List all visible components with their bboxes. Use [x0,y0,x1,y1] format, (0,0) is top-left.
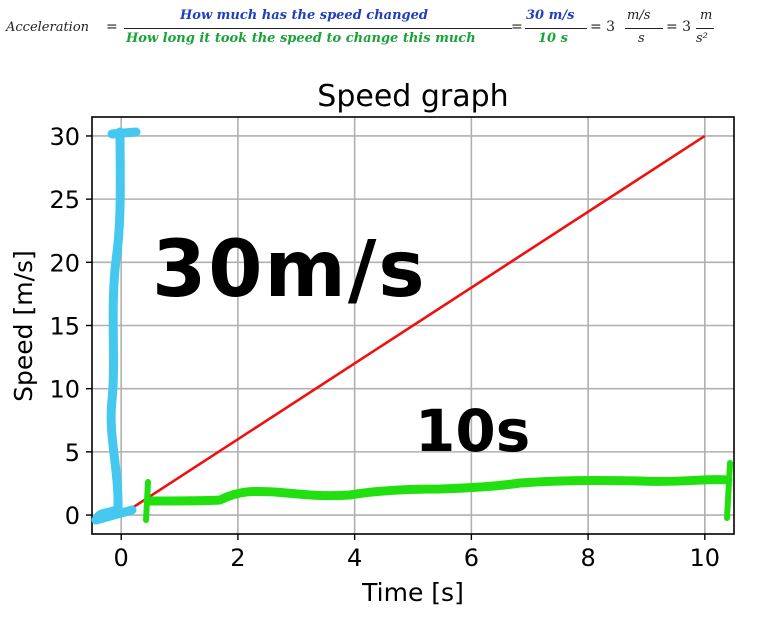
y-tick-label: 15 [49,313,80,341]
fraction-bar-3 [625,28,663,29]
x-tick-label: 8 [580,544,595,572]
y-tick-label: 25 [49,186,80,214]
y-axis-label: Speed [m/s] [9,250,38,402]
y-tick-label: 10 [49,376,80,404]
x-tick-label: 4 [347,544,362,572]
formula-equals-3: = 3 [590,19,616,35]
formula-final-denominator: s² [696,31,708,46]
time-marker-stroke [143,475,733,506]
formula-unit-denominator: s [638,31,645,46]
time-annotation: 10s [143,397,733,523]
y-tick-label: 20 [49,249,80,277]
x-tick-label: 10 [690,544,721,572]
x-tick-label: 2 [230,544,245,572]
formula-numerator-value: 30 m/s [526,8,575,23]
time-start-tick [143,479,151,523]
y-tick-label: 0 [65,502,80,530]
data-series [120,134,706,517]
speed-cap-top [107,127,141,139]
time-end-tick [724,460,733,521]
time-label: 10s [415,397,530,465]
series-line [120,134,706,517]
speed-cap-bottom [91,505,137,525]
chart-title: Speed graph [317,79,508,114]
formula-denominator-text: How long it took the speed to change thi… [126,31,476,46]
fraction-bar-2 [525,28,587,29]
speed-label: 30m/s [152,225,427,315]
formula-equals-4: = 3 [666,19,692,35]
speed-annotation: 30m/s [91,127,427,525]
formula-final-numerator: m [700,8,713,23]
fraction-bar-4 [696,28,714,29]
acceleration-formula: Acceleration = How much has the speed ch… [6,6,766,52]
formula-equals-2: = [511,19,523,35]
formula-denominator-value: 10 s [538,31,568,46]
y-tick-label: 5 [65,439,80,467]
x-tick-label: 6 [464,544,479,572]
axis-ticks: 0 2 4 6 8 10 0 5 10 15 20 25 30 [49,123,720,572]
speed-chart: Speed graph 0 2 4 6 8 10 0 5 10 15 20 25 30 Time [s]… [9,79,735,607]
x-tick-label: 0 [114,544,129,572]
formula-lhs: Acceleration [6,20,90,35]
x-axis-label: Time [s] [361,578,464,607]
formula-unit-numerator: m/s [627,8,651,23]
grid-lines [92,117,734,534]
fraction-bar-1 [124,28,512,29]
speed-marker-stroke [93,127,125,522]
formula-equals-1: = [106,19,118,35]
formula-numerator-text: How much has the speed changed [180,8,429,23]
y-tick-label: 30 [49,123,80,151]
